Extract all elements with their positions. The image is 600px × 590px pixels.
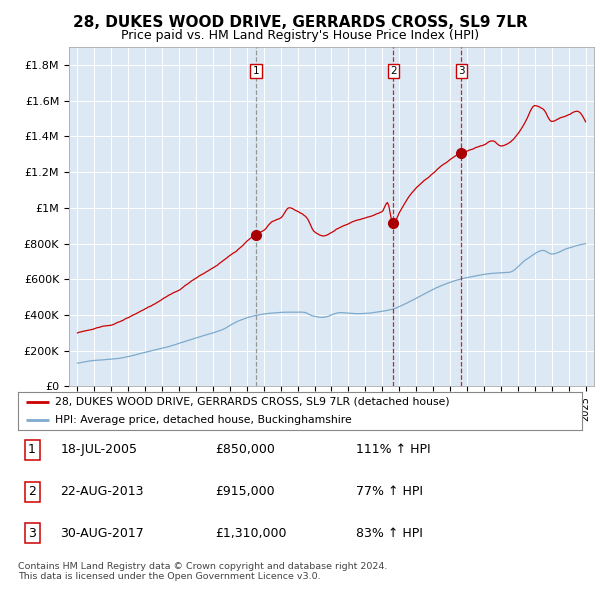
Text: 2: 2 — [28, 485, 36, 498]
Text: Price paid vs. HM Land Registry's House Price Index (HPI): Price paid vs. HM Land Registry's House … — [121, 30, 479, 42]
Text: Contains HM Land Registry data © Crown copyright and database right 2024.
This d: Contains HM Land Registry data © Crown c… — [18, 562, 388, 581]
Text: 83% ↑ HPI: 83% ↑ HPI — [356, 527, 423, 540]
Text: 30-AUG-2017: 30-AUG-2017 — [60, 527, 144, 540]
Text: 22-AUG-2013: 22-AUG-2013 — [60, 485, 144, 498]
Text: 3: 3 — [458, 66, 464, 76]
Text: 1: 1 — [253, 66, 259, 76]
Text: £1,310,000: £1,310,000 — [215, 527, 287, 540]
Text: 1: 1 — [28, 443, 36, 456]
Text: 77% ↑ HPI: 77% ↑ HPI — [356, 485, 424, 498]
Text: £915,000: £915,000 — [215, 485, 275, 498]
Text: 2: 2 — [390, 66, 397, 76]
Text: 28, DUKES WOOD DRIVE, GERRARDS CROSS, SL9 7LR: 28, DUKES WOOD DRIVE, GERRARDS CROSS, SL… — [73, 15, 527, 30]
Text: HPI: Average price, detached house, Buckinghamshire: HPI: Average price, detached house, Buck… — [55, 415, 352, 425]
Text: 3: 3 — [28, 527, 36, 540]
Text: 18-JUL-2005: 18-JUL-2005 — [60, 443, 137, 456]
Text: 28, DUKES WOOD DRIVE, GERRARDS CROSS, SL9 7LR (detached house): 28, DUKES WOOD DRIVE, GERRARDS CROSS, SL… — [55, 396, 449, 407]
Text: 111% ↑ HPI: 111% ↑ HPI — [356, 443, 431, 456]
Text: £850,000: £850,000 — [215, 443, 275, 456]
